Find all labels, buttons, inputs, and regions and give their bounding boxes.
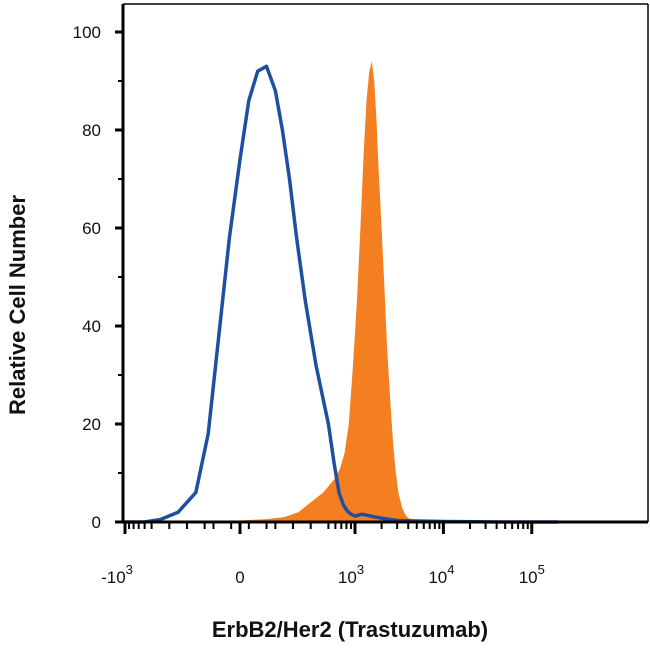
- x-tick-label-exponent: 5: [538, 562, 545, 577]
- x-tick-label: 103: [338, 562, 364, 587]
- x-tick-label-base: 0: [235, 568, 244, 587]
- y-tick-label: 100: [73, 23, 101, 42]
- x-axis-title: ErbB2/Her2 (Trastuzumab): [212, 617, 488, 642]
- x-tick-label-exponent: 4: [447, 562, 454, 577]
- y-tick-label: 80: [82, 121, 101, 140]
- series-layer: [125, 61, 559, 524]
- x-tick-label: 105: [519, 562, 545, 587]
- x-tick-label-base: 10: [519, 568, 538, 587]
- x-tick-label-exponent: 3: [357, 562, 364, 577]
- y-tick-label: 60: [82, 219, 101, 238]
- x-tick-label-exponent: 3: [126, 562, 133, 577]
- axes: [121, 3, 649, 524]
- y-tick-label: 20: [82, 415, 101, 434]
- x-tick-label: -103: [101, 562, 133, 587]
- y-tick-label: 40: [82, 317, 101, 336]
- series-filled-histogram: [186, 61, 559, 523]
- y-axis-title: Relative Cell Number: [5, 195, 30, 416]
- x-tick-label-base: 10: [428, 568, 447, 587]
- x-tick-label: 104: [428, 562, 454, 587]
- series-outline-histogram: [125, 64, 559, 524]
- x-tick-label: 0: [235, 568, 244, 587]
- x-tick-label-base: -10: [101, 568, 126, 587]
- y-tick-label: 0: [92, 513, 101, 532]
- x-tick-label-base: 10: [338, 568, 357, 587]
